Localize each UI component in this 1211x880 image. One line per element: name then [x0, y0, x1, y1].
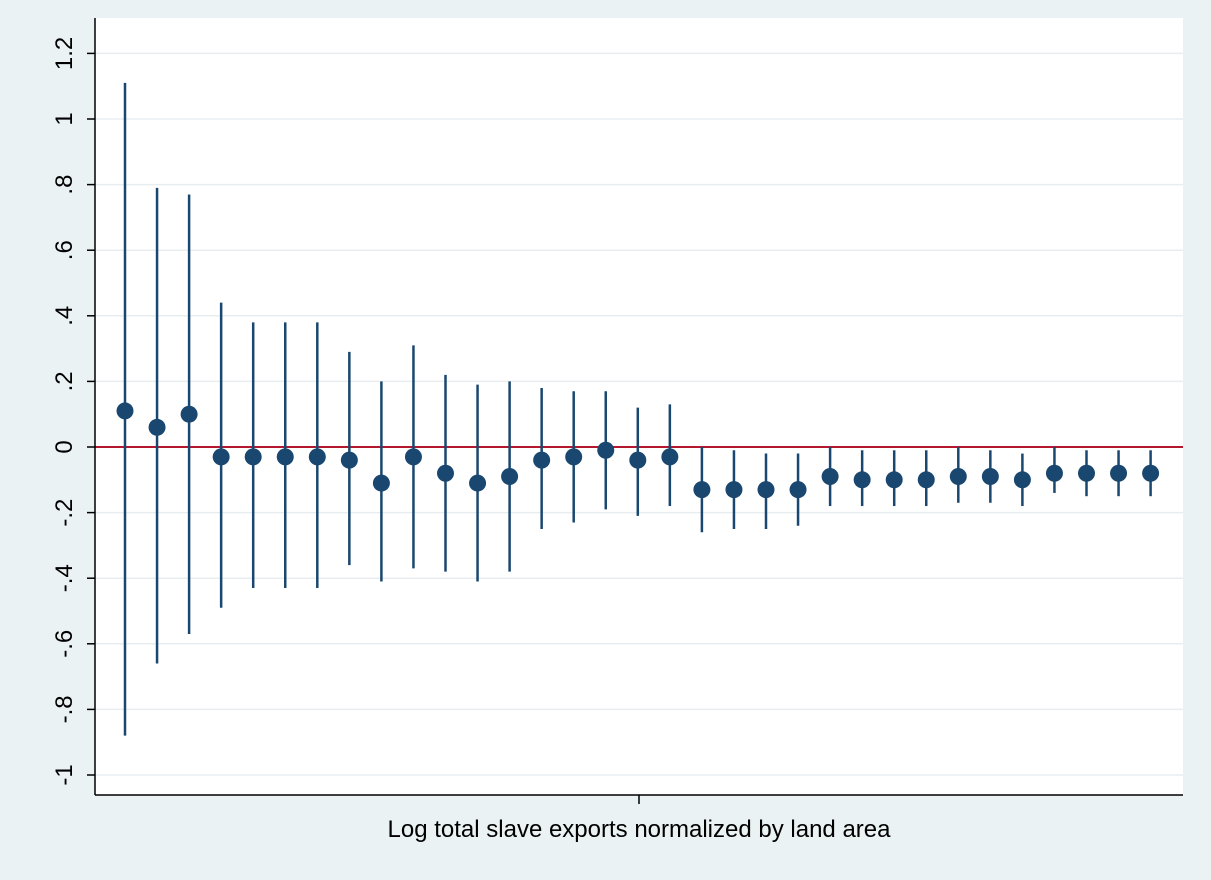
y-tick-label: -1: [51, 764, 78, 785]
point-estimate: [1013, 471, 1031, 489]
point-estimate: [180, 405, 198, 423]
point-estimate: [244, 448, 262, 466]
y-tick-label: 1.2: [51, 37, 78, 70]
y-tick-label: .4: [51, 306, 78, 326]
point-estimates: [116, 402, 1160, 499]
point-estimate: [1078, 464, 1095, 482]
y-tick-label: -.2: [51, 499, 78, 527]
y-tick-label: 1: [51, 112, 78, 125]
point-estimate: [340, 451, 358, 469]
point-estimate: [148, 418, 166, 436]
point-estimate: [276, 448, 294, 466]
point-estimate: [1045, 464, 1063, 482]
point-estimate: [372, 474, 390, 492]
point-estimate: [308, 448, 326, 466]
point-estimate: [981, 468, 999, 486]
point-estimate: [533, 451, 551, 469]
point-estimate: [949, 468, 967, 486]
point-estimate: [885, 471, 903, 489]
y-tick-label: -.8: [51, 695, 78, 723]
point-estimate: [661, 448, 679, 466]
point-estimate: [757, 481, 775, 499]
y-tick-label: .6: [51, 240, 78, 260]
y-tick-labels: 1.2 1 .8 .6 .4 .2 0 -.2 -.4 -.6 -.8 -1: [51, 37, 95, 786]
point-estimate: [212, 448, 230, 466]
point-estimate: [853, 471, 871, 489]
gridlines: [95, 52, 1183, 776]
y-tick-label: .8: [51, 175, 78, 195]
point-estimate: [1142, 464, 1160, 482]
point-estimate: [629, 451, 647, 469]
point-estimate: [693, 481, 711, 499]
point-estimate: [565, 448, 583, 466]
point-estimate: [469, 474, 487, 492]
point-estimate: [725, 481, 743, 499]
point-estimate: [917, 471, 935, 489]
point-estimate: [501, 468, 519, 486]
y-tick-label: -.6: [51, 630, 78, 658]
y-tick-label: 0: [51, 440, 78, 453]
point-estimate: [116, 402, 134, 420]
y-tick-label: -.4: [51, 564, 78, 592]
point-estimate: [597, 441, 615, 459]
x-axis-label: Log total slave exports normalized by la…: [388, 816, 892, 843]
plot-area: [95, 18, 1183, 795]
point-estimate: [437, 464, 454, 482]
y-tick-label: .2: [51, 371, 78, 391]
point-estimate: [404, 448, 422, 466]
point-estimate: [789, 481, 807, 499]
point-estimate: [821, 468, 839, 486]
point-estimate: [1110, 464, 1128, 482]
